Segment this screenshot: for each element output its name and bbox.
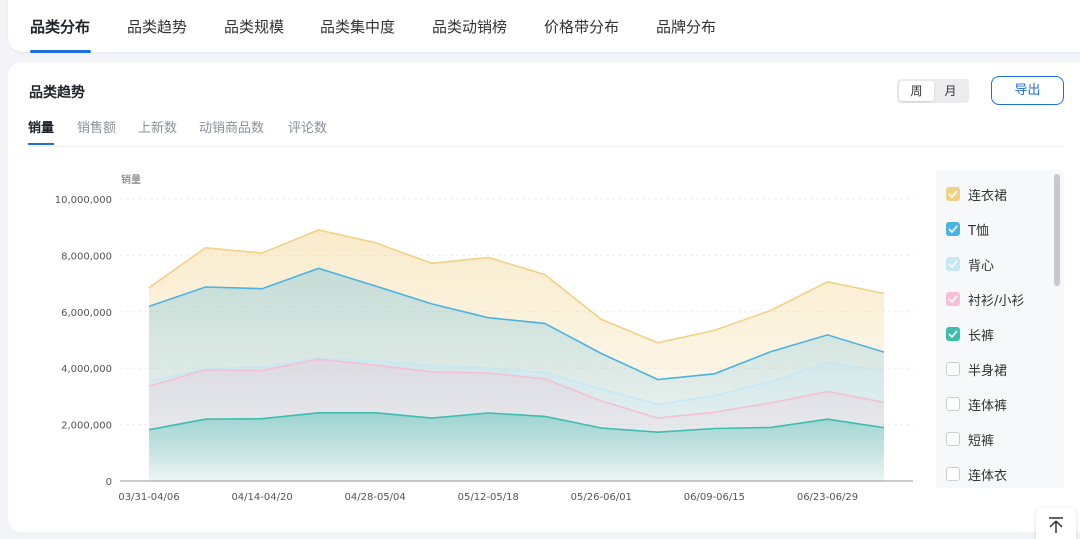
- trend-area-chart: 销量 0 2,000,000 4,000,000 6,000,000 8,000,000…: [55, 173, 913, 503]
- x-tick-label: 06/09-06/15: [684, 492, 745, 503]
- legend-label: T恤: [968, 223, 989, 239]
- y-tick-label: 2,000,000: [61, 421, 112, 432]
- series-line: [148, 267, 885, 381]
- arrow-up-icon: [1049, 517, 1063, 533]
- legend-item[interactable]: T恤: [946, 219, 989, 239]
- y-tick-label: 6,000,000: [61, 308, 112, 319]
- tab-category-concentration[interactable]: 品类集中度: [320, 18, 396, 36]
- metric-tab-reviews[interactable]: 评论数: [288, 121, 328, 136]
- y-axis-title: 销量: [121, 173, 141, 186]
- series-line: [148, 229, 885, 344]
- metric-tabs-divider: [28, 146, 1064, 147]
- legend-label: 短裤: [968, 433, 995, 449]
- legend-label: 连衣裙: [968, 188, 1008, 204]
- tab-category-scale[interactable]: 品类规模: [224, 18, 285, 36]
- checkbox-checked-icon[interactable]: [946, 292, 960, 306]
- checkbox-unchecked-icon[interactable]: [946, 397, 960, 411]
- x-tick-label: 04/14-04/20: [231, 492, 292, 503]
- legend-item[interactable]: 连体衣: [946, 464, 1007, 484]
- legend-panel: 连衣裙 T恤背心衬衫/小衫长裤半身裙连体裤短裤连体衣: [936, 170, 1064, 488]
- checkbox-checked-icon[interactable]: [946, 257, 960, 271]
- x-tick-label: 04/28-05/04: [345, 492, 406, 503]
- legend-label: 长裤: [968, 328, 995, 344]
- legend-item[interactable]: 连体裤: [946, 394, 1007, 414]
- checkbox-unchecked-icon[interactable]: [946, 362, 960, 376]
- x-tick-label: 06/23-06/29: [797, 492, 858, 503]
- checkbox-checked-icon[interactable]: [946, 327, 960, 341]
- metric-tab-sales-amount[interactable]: 销售额: [77, 121, 117, 136]
- series-line: [148, 357, 885, 406]
- tab-category-trend[interactable]: 品类趋势: [127, 18, 188, 36]
- checkbox-checked-icon[interactable]: [946, 222, 960, 236]
- card-title: 品类趋势: [29, 85, 85, 101]
- x-tick-label: 03/31-04/06: [118, 492, 179, 503]
- checkbox-unchecked-icon[interactable]: [946, 467, 960, 481]
- legend-label: 连体衣: [968, 468, 1008, 484]
- back-to-top-button[interactable]: [1036, 508, 1076, 539]
- legend-item[interactable]: 背心: [946, 254, 994, 274]
- y-tick-label: 10,000,000: [55, 195, 112, 206]
- export-button[interactable]: 导出: [991, 76, 1064, 105]
- y-tick-label: 4,000,000: [61, 364, 112, 375]
- tab-category-sales-rank[interactable]: 品类动销榜: [432, 18, 508, 36]
- legend-item[interactable]: 连衣裙: [946, 184, 1007, 204]
- legend-label: 半身裙: [968, 363, 1008, 379]
- metric-tab-indicator: [28, 143, 54, 145]
- metric-tab-active-items[interactable]: 动销商品数: [199, 121, 265, 136]
- metric-tab-volume[interactable]: 销量: [28, 121, 55, 136]
- trend-card: 品类趋势 周 月 导出 销量 销售额 上新数 动销商品数 评论数 销量 0 2,0…: [8, 62, 1080, 532]
- legend-item[interactable]: 长裤: [946, 324, 994, 344]
- x-tick-label: 05/26-06/01: [571, 492, 632, 503]
- tab-price-band[interactable]: 价格带分布: [544, 18, 620, 36]
- legend-scrollbar[interactable]: [1054, 174, 1060, 286]
- series-line: [148, 358, 885, 419]
- tab-brand-distribution[interactable]: 品牌分布: [656, 18, 717, 36]
- legend-label: 背心: [968, 258, 995, 274]
- legend-item[interactable]: 短裤: [946, 429, 994, 449]
- y-tick-label: 0: [106, 477, 112, 488]
- x-tick-label: 05/12-05/18: [458, 492, 519, 503]
- legend-label: 连体裤: [968, 398, 1008, 414]
- legend-item[interactable]: 半身裙: [946, 359, 1007, 379]
- legend-item[interactable]: 衬衫/小衫: [946, 289, 1024, 309]
- period-month-button[interactable]: 月: [944, 84, 957, 98]
- legend-label: 衬衫/小衫: [968, 293, 1025, 309]
- period-week-button[interactable]: 周: [899, 81, 934, 101]
- period-toggle: 周 月: [897, 79, 969, 103]
- series-line: [148, 412, 885, 434]
- metric-tab-new-items[interactable]: 上新数: [138, 121, 178, 136]
- active-tab-indicator: [30, 50, 91, 53]
- checkbox-unchecked-icon[interactable]: [946, 432, 960, 446]
- y-tick-label: 8,000,000: [61, 251, 112, 262]
- category-tab-bar: 品类分布 品类趋势 品类规模 品类集中度 品类动销榜 价格带分布 品牌分布: [8, 0, 1080, 53]
- tab-category-distribution[interactable]: 品类分布: [30, 18, 91, 36]
- checkbox-checked-icon[interactable]: [946, 187, 960, 201]
